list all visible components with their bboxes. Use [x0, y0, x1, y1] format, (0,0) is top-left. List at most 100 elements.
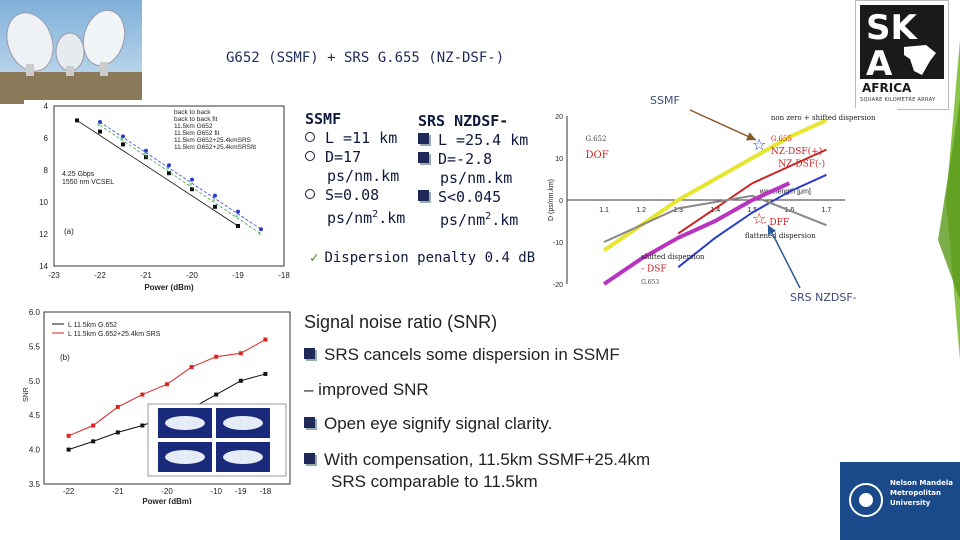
chart-c-ytick: -20: [553, 282, 563, 289]
chart-b-point: [263, 337, 268, 342]
chart-a-fit-line: [99, 124, 262, 235]
chart-c-label: - DSF: [641, 264, 667, 274]
chart-c-xtick: 1.1: [599, 207, 609, 214]
dispersion-penalty: ✓ Dispersion penalty 0.4 dB: [310, 249, 535, 268]
chart-a-xtick: -21: [140, 271, 152, 280]
snr-bullet-1b: – improved SNR: [304, 380, 429, 399]
chart-a-point: *: [120, 137, 124, 145]
srs-heading: SRS NZDSF-: [418, 112, 509, 130]
chart-c-xtick: 1.5: [747, 207, 757, 214]
chart-a-point: [190, 187, 194, 192]
chart-c-ytick: 10: [555, 156, 563, 163]
chart-b-point: [66, 433, 71, 438]
chart-a-point: [144, 148, 148, 153]
chart-c-ytick: 0: [559, 198, 563, 205]
srs-dispersion-value: D=-2.8: [438, 150, 493, 168]
ssmf-dispersion: D=17: [305, 148, 405, 167]
chart-a-point: [236, 224, 240, 228]
chart-c-label: - DFF: [763, 218, 789, 228]
chart-b-xtick: -10: [210, 487, 222, 496]
chart-c-label: shifted dispersion: [641, 253, 705, 261]
chart-a-xtick: -18: [278, 271, 290, 280]
chart-c-series-line: [603, 194, 827, 243]
chart-b-point: [91, 423, 96, 428]
snr-bullet-3-text-a: With compensation, 11.5km SSMF+25.4km: [324, 450, 651, 469]
chart-b-point: [115, 430, 120, 435]
chart-b-point: [214, 354, 219, 359]
chart-b-legend-item: L 11.5km G.652: [68, 322, 117, 329]
chart-c-label: NZ-DSF(+): [771, 146, 822, 157]
bullet-circle-icon: [305, 189, 315, 199]
chart-a-legend-item: 11.5km G652+25.4kmSRS: [174, 137, 252, 144]
chart-a-point: [236, 209, 240, 214]
nmmu-line2: Metropolitan: [890, 489, 941, 497]
chart-a-ber: -23 -22 -21 -20 -19 -18 4 6 8 10 12 14 Power (dBm) 4.…: [24, 100, 290, 296]
chart-b-xtick: -18: [260, 487, 272, 496]
chart-a-frame: [53, 105, 285, 267]
chart-a-xtick: -19: [232, 271, 244, 280]
bullet-square-icon: [418, 152, 429, 163]
snr-heading: Signal noise ratio (SNR): [304, 312, 498, 332]
chart-b-ytick: 4.5: [29, 411, 41, 420]
chart-b-point: [165, 382, 169, 387]
ssmf-dispersion-unit: ps/nm.km: [327, 167, 400, 185]
chart-a-point: [167, 171, 171, 176]
chart-c-xtick: 1.4: [710, 207, 720, 214]
eye-diagram-opening: [223, 450, 263, 464]
chart-c-xtick: 1.7: [822, 207, 832, 214]
svg-text:A: A: [866, 44, 893, 84]
chart-a-ytick: 6: [44, 134, 49, 143]
bullet-circle-icon: [305, 132, 315, 142]
chart-a-fit-line: [99, 121, 262, 230]
chart-a-point: [98, 129, 102, 134]
chart-b-xtick: -22: [63, 487, 75, 496]
chart-b-point: [115, 404, 120, 409]
snr-bullet-1-text: SRS cancels some dispersion in SSMF: [324, 345, 620, 364]
ssmf-heading: SSMF: [305, 110, 342, 128]
chart-a-legend-item: back to back fit: [174, 116, 218, 123]
srs-slope: S<0.045: [418, 188, 528, 207]
chart-a-ytick: 14: [39, 262, 48, 271]
chart-a-ytick: 12: [39, 230, 48, 239]
srs-block: SRS NZDSF- L =25.4 km D=-2.8 ps/nm.km S<…: [418, 112, 528, 230]
chart-a-xtick: -20: [186, 271, 198, 280]
chart-a-point: [121, 142, 125, 147]
ssmf-annotation: SSMF: [650, 94, 680, 107]
chart-a-point: [190, 177, 194, 182]
chart-c-label: G.653: [641, 279, 659, 286]
chart-a-xtick: -23: [48, 271, 60, 280]
chart-c-series-line: [602, 181, 791, 286]
ssmf-length: L =11 km: [305, 129, 405, 148]
ska-africa-logo: SK A AFRICA SQUARE KILOMETRE ARRAY: [855, 0, 949, 110]
ssmf-slope-unit: ps/nm2.km: [327, 209, 406, 227]
chart-b-point: [238, 351, 243, 356]
chart-a-point: *: [166, 165, 170, 173]
chart-a-panel-label: (a): [64, 227, 74, 236]
ska-logo-tagline: SQUARE KILOMETRE ARRAY: [860, 97, 936, 103]
chart-c-label: flattened dispersion: [745, 232, 816, 240]
bullet-circle-icon: [305, 151, 315, 161]
chart-a-inset-1: 4.25 Gbps: [62, 171, 95, 178]
chart-b-xtick: -19: [235, 487, 247, 496]
srs-annotation: SRS NZDSF-: [790, 291, 857, 304]
snr-bullet-2-text: Open eye signify signal clarity.: [324, 414, 553, 433]
chart-b-point: [140, 392, 145, 397]
chart-a-legend-item: 11.5km G652 fit: [174, 130, 220, 137]
dispersion-penalty-text: Dispersion penalty 0.4 dB: [324, 250, 536, 266]
chart-a-ytick: 4: [44, 102, 49, 111]
chart-b-snr: -22 -21 -20 -10 -19 -18 3.5 4.0 4.5 5.0 5.5 6.0 Powe…: [20, 304, 296, 504]
chart-a-point: [75, 118, 79, 123]
chart-c-xlabel: wavelength [µm]: [759, 189, 811, 196]
chart-a-point: [213, 204, 217, 209]
chart-a-point: *: [97, 122, 101, 130]
chart-c-label: NZ-DSF(-): [778, 158, 825, 169]
ska-logo-word: AFRICA: [862, 81, 912, 95]
chart-a-inset-2: 1550 nm VCSEL: [62, 179, 114, 186]
chart-b-eye-inset: [147, 403, 287, 477]
chart-a-point: [98, 120, 102, 124]
chart-c-series-line: [677, 148, 827, 235]
chart-b-point: [66, 447, 71, 452]
nmmu-line1: Nelson Mandela: [890, 479, 953, 487]
snr-bullet-1: SRS cancels some dispersion in SSMF: [304, 345, 620, 365]
